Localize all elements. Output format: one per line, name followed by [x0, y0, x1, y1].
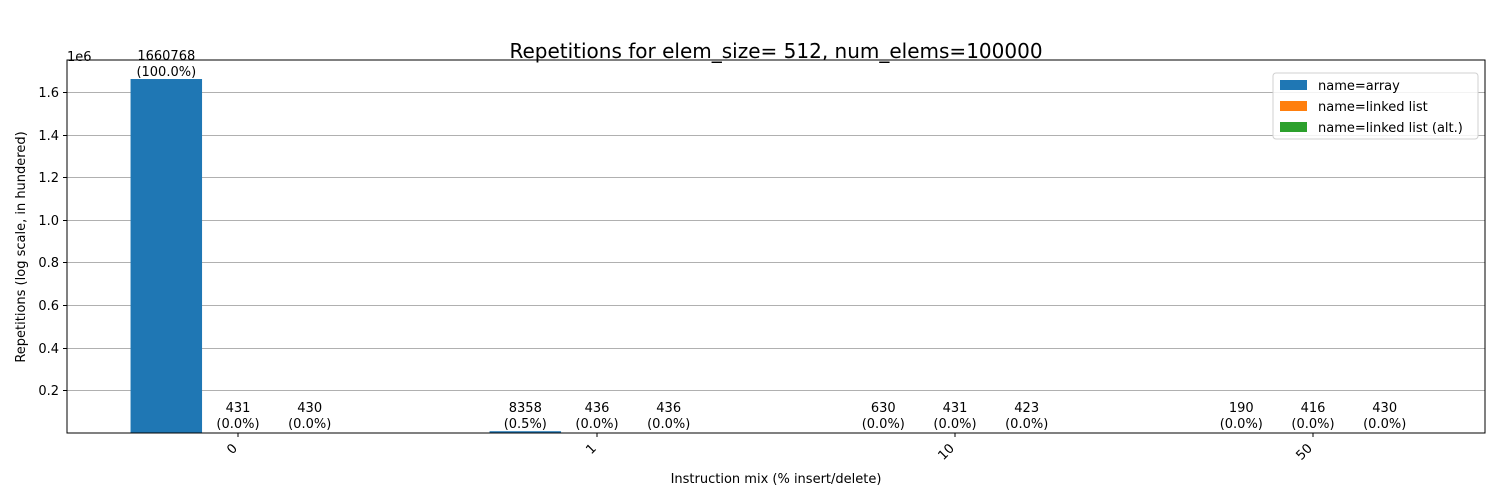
bars-layer — [130, 79, 1421, 433]
y-tick-label: 1.4 — [38, 129, 59, 144]
bar-percent-label: (0.0%) — [862, 417, 905, 432]
bar-value-label: 423 — [1014, 401, 1039, 416]
data-labels-layer: 1660768(100.0%)8358(0.5%)630(0.0%)190(0.… — [136, 49, 1406, 432]
bar-percent-label: (0.0%) — [575, 417, 618, 432]
bar-value-label: 431 — [943, 401, 968, 416]
bar-value-label: 190 — [1229, 401, 1254, 416]
bar-percent-label: (0.0%) — [216, 417, 259, 432]
bar-value-label: 430 — [1372, 401, 1397, 416]
y-tick-label: 1.2 — [38, 171, 59, 186]
y-axis-offset-text: 1e6 — [67, 50, 92, 65]
legend-box — [1272, 72, 1479, 140]
legend-entry: name=linked list (alt.) — [1318, 121, 1463, 136]
bar-value-label: 431 — [226, 401, 251, 416]
bar-value-label: 436 — [585, 401, 610, 416]
legend-swatch — [1280, 80, 1307, 90]
bar-percent-label: (0.0%) — [1005, 417, 1048, 432]
bar-value-label: 436 — [656, 401, 681, 416]
bar-value-label: 416 — [1301, 401, 1326, 416]
legend-entry: name=array — [1318, 79, 1400, 94]
y-axis-label: Repetitions (log scale, in hundered) — [14, 131, 29, 362]
chart-title: Repetitions for elem_size= 512, num_elem… — [509, 39, 1042, 63]
plot-frame — [66, 59, 1486, 434]
x-tick-label: 1 — [583, 441, 599, 457]
bar-percent-label: (0.0%) — [933, 417, 976, 432]
bar-name-array — [489, 431, 562, 433]
bar-value-label: 1660768 — [137, 49, 195, 64]
bar-percent-label: (0.0%) — [647, 417, 690, 432]
bar-percent-label: (0.0%) — [1220, 417, 1263, 432]
y-tick-label: 0.6 — [38, 299, 59, 314]
bar-percent-label: (100.0%) — [136, 65, 196, 80]
y-tick-label: 0.8 — [38, 256, 59, 271]
x-tick-label: 0 — [224, 441, 240, 457]
bar-name-array — [130, 79, 203, 433]
bar-percent-label: (0.5%) — [504, 417, 547, 432]
bar-value-label: 630 — [871, 401, 896, 416]
x-tick-label: 50 — [1294, 441, 1316, 463]
legend: name=array name=linked list name=linked li… — [1272, 72, 1479, 140]
bar-percent-label: (0.0%) — [1291, 417, 1334, 432]
y-tick-label: 1.6 — [38, 86, 59, 101]
bar-percent-label: (0.0%) — [288, 417, 331, 432]
bar-value-label: 430 — [297, 401, 322, 416]
bar-value-label: 8358 — [509, 401, 542, 416]
x-tick-label: 10 — [936, 441, 958, 463]
y-tick-label: 0.2 — [38, 384, 59, 399]
legend-swatch — [1280, 101, 1307, 111]
grid-layer — [67, 92, 1485, 391]
bar-percent-label: (0.0%) — [1363, 417, 1406, 432]
x-axis-label: Instruction mix (% insert/delete) — [671, 472, 882, 487]
legend-entry: name=linked list — [1318, 100, 1428, 115]
y-tick-label: 1.0 — [38, 214, 59, 229]
legend-swatch — [1280, 122, 1307, 132]
y-tick-label: 0.4 — [38, 342, 59, 357]
